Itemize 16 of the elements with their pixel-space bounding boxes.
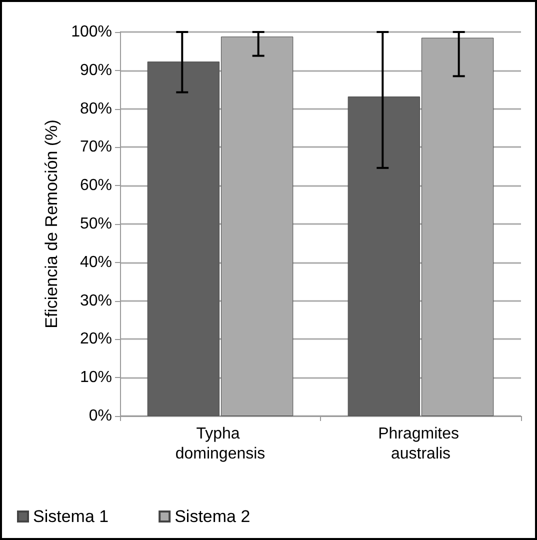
y-tick-label: 60%	[80, 177, 112, 194]
y-tick-label: 70%	[80, 138, 112, 156]
y-axis-title: Eficiencia de Remoción (%)	[42, 120, 62, 328]
y-tick-label: 0%	[88, 408, 112, 424]
legend-label: Sistema 1	[33, 507, 109, 526]
y-tick-label: 90%	[80, 62, 112, 79]
x-tick-label: Phragmites australis	[378, 426, 464, 462]
x-tick-label: Typha domingensis	[175, 426, 266, 462]
y-tick-label: 10%	[80, 369, 112, 386]
y-tick-label: 30%	[80, 292, 112, 310]
y-tick-label: 100%	[71, 24, 112, 40]
y-tick-label: 50%	[80, 216, 112, 232]
legend-label: Sistema 2	[174, 507, 250, 526]
y-tick-label: 40%	[80, 254, 112, 271]
y-tick-label: 80%	[80, 100, 112, 118]
y-tick-label: 20%	[80, 330, 112, 348]
